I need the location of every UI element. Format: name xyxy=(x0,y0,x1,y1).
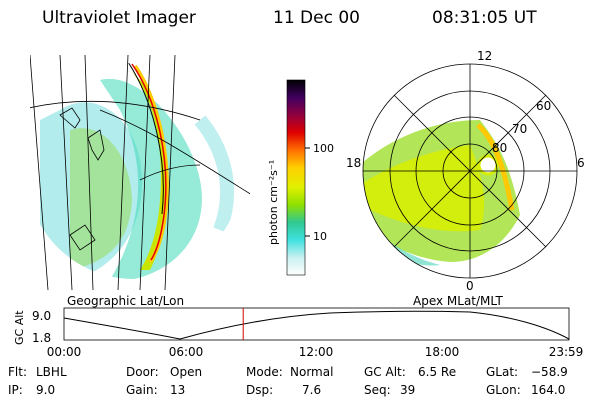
gain-value: 13 xyxy=(170,383,186,397)
mlat-label-60: 60 xyxy=(536,99,551,113)
mlt-label-0: 0 xyxy=(466,279,474,293)
dsp-label: Dsp: xyxy=(246,383,274,397)
flt-label: Flt: xyxy=(8,365,27,379)
mlt-label-12: 12 xyxy=(477,49,492,63)
altitude-xtick-2359: 23:59 xyxy=(549,345,584,359)
glat-value: −58.9 xyxy=(531,365,568,379)
glon-value: 164.0 xyxy=(531,383,566,397)
mlat-label-70: 70 xyxy=(512,122,527,136)
seq-label: Seq: xyxy=(364,383,391,397)
geo-caption: Geographic Lat/Lon xyxy=(67,294,185,308)
ip-label: IP: xyxy=(8,383,23,397)
colorbar-tick-100: 100 xyxy=(313,142,334,155)
gcalt-value: 6.5 Re xyxy=(418,365,457,379)
flt-value: LBHL xyxy=(36,365,67,379)
altitude-ytick-9: 9.0 xyxy=(32,309,51,323)
mlt-label-6: 6 xyxy=(577,156,585,170)
altitude-xtick-1200: 12:00 xyxy=(299,345,334,359)
dsp-value: 7.6 xyxy=(302,383,322,397)
altitude-plot-frame xyxy=(63,307,570,341)
altitude-xtick-0600: 06:00 xyxy=(169,345,204,359)
seq-value: 39 xyxy=(400,383,416,397)
time-label: 08:31:05 UT xyxy=(432,8,537,28)
gcalt-label: GC Alt: xyxy=(364,365,406,379)
mode-value: Normal xyxy=(290,365,334,379)
altitude-xtick-1800: 18:00 xyxy=(425,345,460,359)
altitude-ytick-1: 1.8 xyxy=(32,331,51,345)
colorbar-label: photon cm⁻²s⁻¹ xyxy=(267,160,280,245)
colorbar-tick-10: 10 xyxy=(313,230,327,243)
door-value: Open xyxy=(170,365,203,379)
mlat-label-80: 80 xyxy=(492,141,507,155)
colorbar-scale xyxy=(286,79,306,276)
instrument-title: Ultraviolet Imager xyxy=(42,8,196,28)
date-label: 11 Dec 00 xyxy=(273,8,360,28)
mlt-label-18: 18 xyxy=(346,156,361,170)
glon-label: GLon: xyxy=(486,383,521,397)
altitude-xtick-0000: 00:00 xyxy=(47,345,82,359)
mode-label: Mode: xyxy=(246,365,283,379)
gain-label: Gain: xyxy=(126,383,158,397)
altitude-ylabel: GC Alt xyxy=(13,310,26,345)
door-label: Door: xyxy=(126,365,159,379)
polar-caption: Apex MLat/MLT xyxy=(413,294,503,308)
altitude-curve xyxy=(63,310,570,340)
ip-value: 9.0 xyxy=(36,383,56,397)
glat-label: GLat: xyxy=(486,365,519,379)
